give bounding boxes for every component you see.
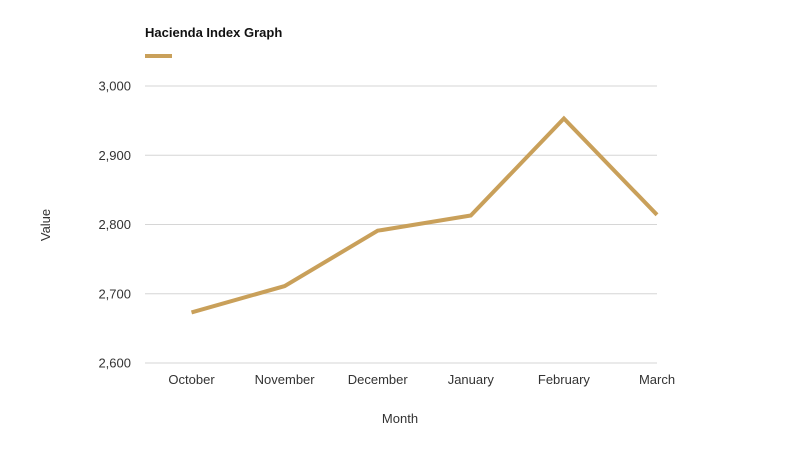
y-tick-label: 2,600	[98, 356, 131, 371]
y-axis-title: Value	[38, 209, 53, 241]
series-line	[190, 115, 659, 315]
x-tick-label: December	[348, 372, 409, 387]
x-tick-label: February	[538, 372, 591, 387]
x-tick-label: November	[255, 372, 316, 387]
series-layer	[190, 115, 659, 315]
y-tick-label: 2,700	[98, 286, 131, 301]
legend: Hacienda Index Graph	[145, 25, 282, 58]
y-tick-label: 3,000	[98, 79, 131, 94]
x-axis-title: Month	[382, 411, 418, 426]
x-tick-label: January	[448, 372, 495, 387]
gridlines	[145, 85, 657, 364]
x-tick-label: March	[639, 372, 675, 387]
y-tick-label: 2,800	[98, 217, 131, 232]
legend-title: Hacienda Index Graph	[145, 25, 282, 40]
y-axis-ticks: 3,000 2,900 2,800 2,700 2,600	[98, 79, 131, 371]
x-tick-label: October	[168, 372, 215, 387]
x-axis-ticks: October November December January February Ma…	[168, 372, 675, 387]
y-tick-label: 2,900	[98, 148, 131, 163]
